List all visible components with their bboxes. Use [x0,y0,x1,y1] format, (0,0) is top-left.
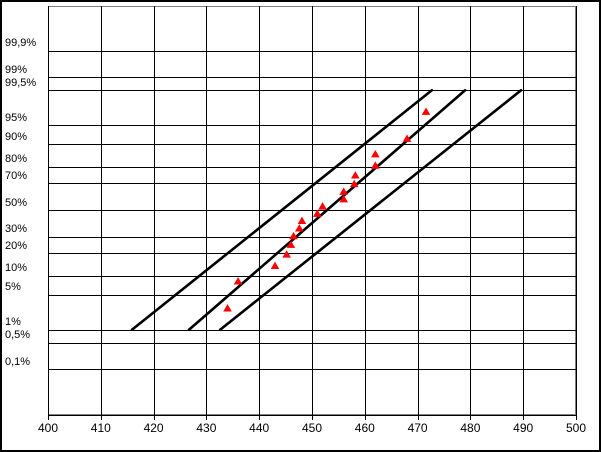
y-axis-label: 30% [5,223,28,236]
x-tick-label: 490 [513,421,534,435]
y-axis-label: 10% [5,262,28,275]
y-axis-label: 99,9% [5,37,37,50]
x-tick-label: 500 [565,421,587,435]
data-point-marker [289,231,298,240]
y-axis-label: 1% [5,316,21,329]
data-point-marker [312,209,322,217]
data-point-marker [339,187,348,195]
y-axis-label: 99% [5,63,28,76]
data-point-marker [270,261,280,270]
data-point-marker [349,179,359,188]
x-tick-label: 450 [301,421,323,435]
y-axis-label: 70% [5,169,28,182]
x-tick-label: 420 [143,421,164,435]
x-tick-label: 460 [354,421,375,435]
data-point-marker [371,161,380,169]
y-axis-label: 5% [5,281,21,294]
fit-line [187,88,467,332]
data-point-marker [421,107,431,115]
data-point-marker [371,149,380,158]
x-tick-label: 430 [196,421,217,435]
x-tick-label: 470 [407,421,428,435]
data-point-marker [223,304,232,312]
x-tick-label: 480 [460,421,481,435]
data-point-marker [286,240,296,248]
x-tick-label: 440 [249,421,270,435]
x-tick-label: 410 [90,421,111,435]
y-axis-label: 20% [5,239,28,252]
y-axis-label: 80% [5,153,28,166]
y-axis-label: 0,5% [5,329,31,342]
y-axis-label: 99,5% [5,76,37,89]
data-point-marker [350,171,360,179]
data-point-marker [402,134,412,142]
upper-confidence-band [130,88,434,332]
lower-confidence-band [218,88,523,332]
data-point-marker [233,277,243,285]
data-point-marker [297,216,307,224]
data-point-marker [318,202,327,210]
y-axis-label: 50% [5,196,28,209]
y-axis-label: 0,1% [5,355,31,368]
data-point-marker [282,250,291,258]
data-point-marker [295,224,304,232]
x-tick-label: 400 [37,421,59,435]
y-axis-label: 95% [5,111,28,124]
y-axis-label: 90% [5,130,28,143]
data-point-marker [339,195,348,203]
